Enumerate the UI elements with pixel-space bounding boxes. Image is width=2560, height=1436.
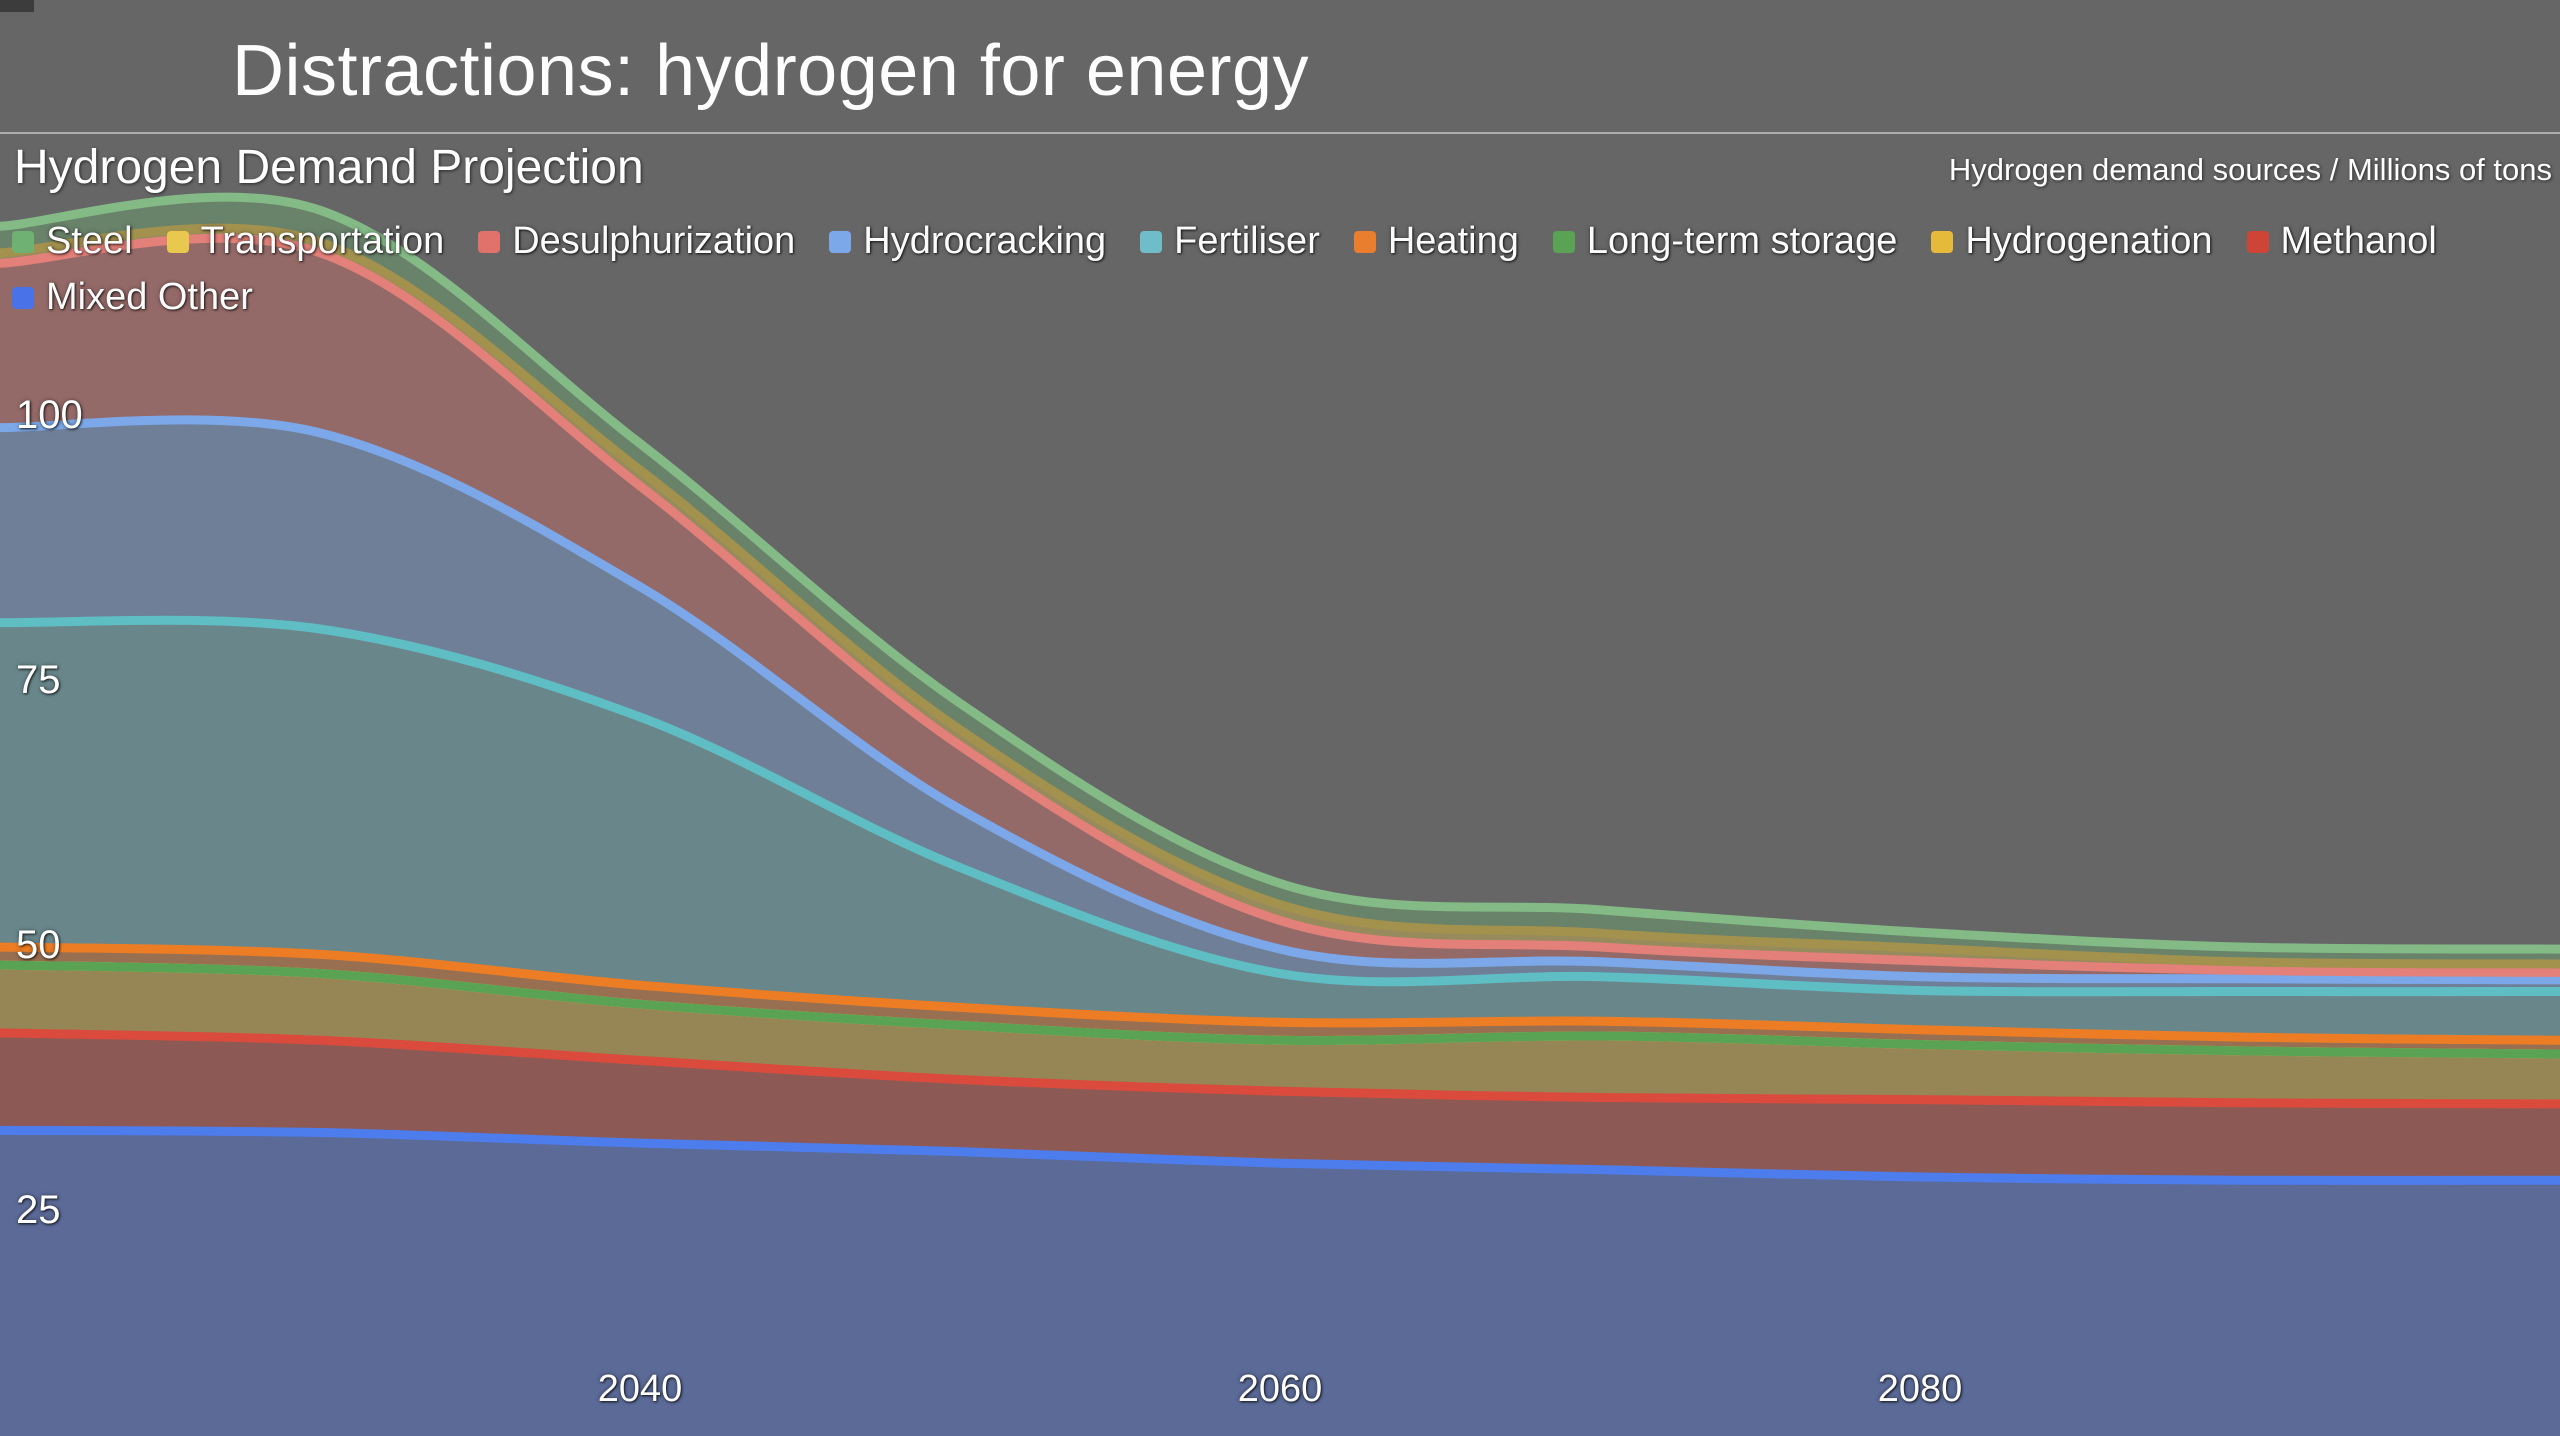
- legend-label: Heating: [1387, 220, 1519, 262]
- line-methanol[interactable]: [0, 1028, 2560, 1109]
- legend-item-hydrocracking[interactable]: Hydrocracking: [829, 220, 1106, 264]
- area-hydrocracking[interactable]: [0, 419, 2560, 992]
- x-axis-label-2060: 2060: [1237, 1368, 1323, 1410]
- legend-swatch-steel: [12, 230, 34, 253]
- line-hydrocracking[interactable]: [0, 415, 2560, 985]
- legend-swatch-transportation: [166, 230, 189, 253]
- line-heating[interactable]: [0, 942, 2560, 1045]
- legend-swatch-long-term-storage: [1552, 230, 1575, 253]
- legend-label: Fertiliser: [1174, 220, 1320, 262]
- chart-title: Hydrogen Demand Projection: [14, 141, 644, 194]
- legend-label: Hydrogenation: [1965, 220, 2213, 262]
- legend-swatch-mixed-other: [12, 286, 34, 309]
- legend-swatch-hydrocracking: [829, 230, 852, 253]
- legend-swatch-heating: [1353, 230, 1376, 253]
- legend-label: Transportation: [200, 220, 445, 262]
- y-axis-label-75: 75: [16, 658, 61, 702]
- line-transportation[interactable]: [0, 223, 2560, 969]
- x-axis-label-2040: 2040: [597, 1368, 683, 1410]
- y-axis-label-25: 25: [16, 1188, 61, 1232]
- line-desulphurization[interactable]: [0, 233, 2560, 977]
- legend-item-desulphurization[interactable]: Desulphurization: [478, 220, 795, 264]
- line-mixed-other[interactable]: [0, 1125, 2560, 1185]
- legend-item-transportation[interactable]: Transportation: [166, 220, 445, 264]
- x-axis-label-2080: 2080: [1877, 1368, 1963, 1410]
- line-long-term-storage[interactable]: [0, 960, 2560, 1059]
- legend-swatch-hydrogenation: [1931, 230, 1954, 253]
- chart-units-label: Hydrogen demand sources / Millions of to…: [1948, 152, 2552, 187]
- area-desulphurization[interactable]: [0, 238, 2560, 980]
- title-divider: [0, 132, 2560, 134]
- legend-item-mixed-other[interactable]: Mixed Other: [12, 276, 253, 320]
- area-mixed-other[interactable]: [0, 1130, 2560, 1436]
- y-axis-label-50: 50: [16, 923, 61, 967]
- area-methanol[interactable]: [0, 1032, 2560, 1181]
- legend-item-heating[interactable]: Heating: [1353, 220, 1519, 264]
- legend-label: Long-term storage: [1586, 220, 1898, 262]
- legend-label: Mixed Other: [46, 275, 253, 318]
- legend-label: Methanol: [2280, 220, 2437, 262]
- legend-label: Desulphurization: [512, 220, 796, 262]
- legend-item-methanol[interactable]: Methanol: [2246, 220, 2437, 264]
- line-steel[interactable]: [0, 192, 2560, 954]
- area-hydrogenation[interactable]: [0, 965, 2560, 1104]
- legend-item-fertiliser[interactable]: Fertiliser: [1140, 220, 1320, 264]
- chart-legend: Steel Transportation Desulphurization Hydro…: [12, 220, 2556, 319]
- legend-swatch-fertiliser: [1140, 230, 1163, 253]
- area-heating[interactable]: [0, 947, 2560, 1055]
- area-fertiliser[interactable]: [0, 620, 2560, 1041]
- legend-label: Hydrocracking: [863, 220, 1107, 262]
- legend-swatch-methanol: [2246, 230, 2269, 253]
- y-axis-label-100: 100: [16, 393, 83, 437]
- legend-label: Steel: [46, 220, 133, 262]
- legend-item-long-term-storage[interactable]: Long-term storage: [1552, 220, 1898, 264]
- legend-item-steel[interactable]: Steel: [12, 220, 133, 264]
- line-fertiliser[interactable]: [0, 615, 2560, 997]
- legend-swatch-desulphurization: [478, 230, 501, 253]
- page-title: Distractions: hydrogen for energy: [232, 31, 1310, 111]
- window-corner-artifact: [0, 0, 34, 12]
- legend-item-hydrogenation[interactable]: Hydrogenation: [1931, 220, 2213, 264]
